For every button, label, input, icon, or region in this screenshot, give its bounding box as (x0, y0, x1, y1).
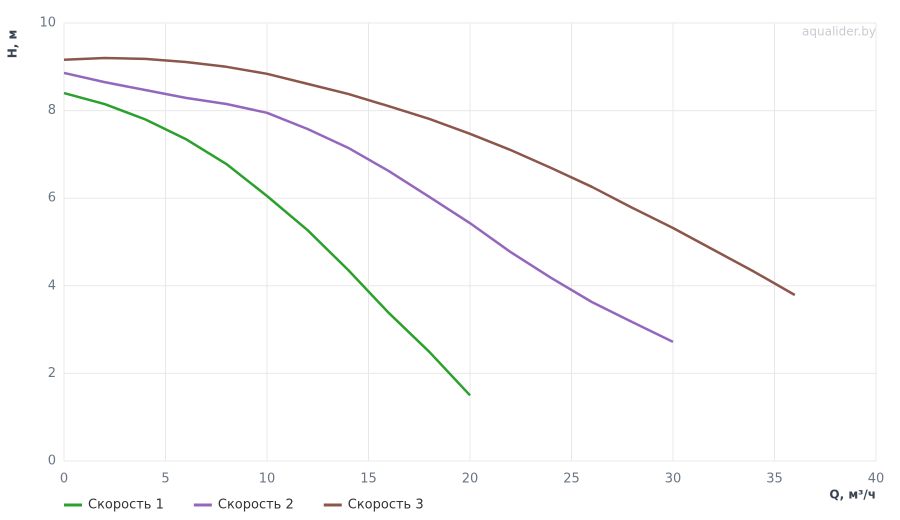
y-tick-label: 4 (48, 278, 56, 293)
y-tick-label: 6 (48, 191, 56, 206)
x-tick-label: 0 (60, 472, 68, 487)
y-tick-label: 0 (48, 454, 56, 469)
x-tick-label: 35 (766, 472, 783, 487)
series-line (63, 71, 674, 343)
y-axis-label: H, м (6, 30, 20, 59)
series-line (63, 91, 471, 397)
y-tick-label: 8 (48, 103, 56, 118)
legend-label: Скорость 2 (218, 498, 294, 513)
y-tick-label: 10 (39, 16, 56, 31)
x-tick-label: 40 (868, 472, 885, 487)
x-tick-label: 5 (161, 472, 169, 487)
x-tick-label: 20 (462, 472, 479, 487)
x-tick-label: 30 (665, 472, 682, 487)
legend-label: Скорость 1 (88, 498, 164, 513)
x-tick-label: 10 (259, 472, 276, 487)
x-axis-label: Q, м³/ч (829, 488, 876, 502)
x-tick-label: 25 (563, 472, 580, 487)
watermark: aqualider.by (802, 25, 876, 39)
legend-label: Скорость 3 (348, 498, 424, 513)
y-tick-label: 2 (48, 366, 56, 381)
series-line (63, 56, 796, 297)
x-tick-label: 15 (360, 472, 377, 487)
